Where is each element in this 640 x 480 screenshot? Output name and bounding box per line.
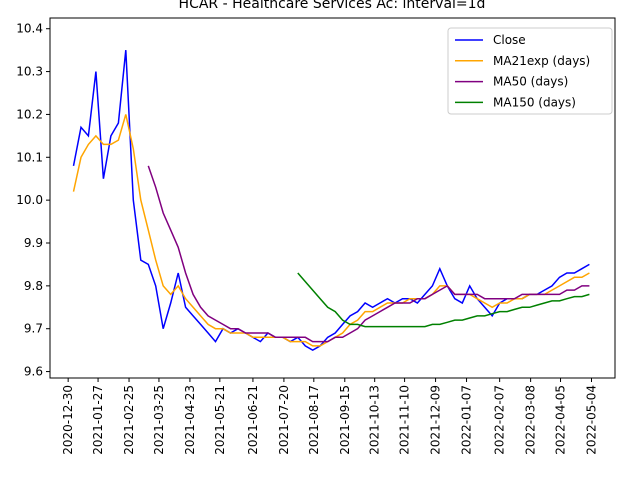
y-tick-label: 9.9: [24, 236, 43, 250]
y-tick-label: 10.4: [16, 22, 43, 36]
legend-label: MA50 (days): [493, 75, 568, 89]
x-tick-label: 2020-12-30: [61, 385, 75, 455]
x-tick-label: 2022-05-04: [585, 385, 599, 455]
x-tick-label: 2021-02-25: [122, 385, 136, 455]
x-tick-label: 2022-02-07: [493, 385, 507, 455]
y-tick-label: 10.3: [16, 65, 43, 79]
y-tick-label: 10.0: [16, 193, 43, 207]
legend-box: [447, 27, 613, 115]
x-tick-label: 2022-04-05: [554, 385, 568, 455]
y-tick-label: 9.8: [24, 279, 43, 293]
x-tick-label: 2022-03-08: [524, 385, 538, 455]
series-line: [147, 165, 590, 343]
x-tick-label: 2021-11-10: [398, 385, 412, 455]
series-line: [72, 50, 590, 351]
y-tick-label: 10.1: [16, 150, 43, 164]
x-tick-label: 2021-05-21: [213, 385, 227, 455]
series-line: [72, 114, 590, 347]
legend-label: MA21exp (days): [493, 54, 590, 68]
chart-title: HCAR - Healthcare Services Ac: interval=…: [179, 0, 486, 12]
x-tick-label: 2021-07-20: [277, 385, 291, 455]
x-tick-label: 2021-06-21: [246, 385, 260, 455]
y-tick-label: 9.6: [24, 365, 43, 379]
y-tick-label: 9.7: [24, 322, 43, 336]
x-tick-label: 2021-10-13: [368, 385, 382, 455]
legend-label: MA150 (days): [493, 95, 576, 109]
x-tick-label: 2021-03-25: [152, 385, 166, 455]
legend: Close MA21exp (days) MA50 (days) MA150 (day…: [447, 27, 613, 115]
plot-area: [49, 17, 616, 379]
y-tick-label: 10.2: [16, 107, 43, 121]
x-tick-label: 2022-01-07: [460, 385, 474, 455]
series-line: [297, 272, 590, 328]
legend-label: Close: [493, 33, 526, 47]
x-tick-label: 2021-01-27: [91, 385, 105, 455]
x-tick-label: 2021-12-09: [429, 385, 443, 455]
x-tick-label: 2021-09-15: [338, 385, 352, 455]
x-tick-label: 2021-08-17: [307, 385, 321, 455]
x-tick-label: 2021-04-23: [183, 385, 197, 455]
